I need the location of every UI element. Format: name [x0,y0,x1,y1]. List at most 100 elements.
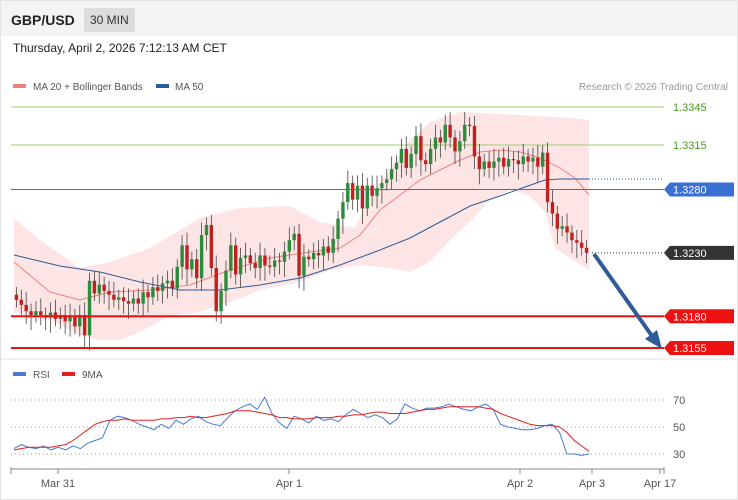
candle-body [565,226,569,233]
candle-body [24,304,28,312]
candle-body [287,240,292,252]
chart-header: GBP/USD 30 MIN [1,1,737,36]
candle-body [156,287,160,291]
x-tick-label: Apr 2 [507,478,533,490]
candle-body [560,226,564,229]
candle-body [394,162,399,170]
candle-body [39,311,43,316]
candle-body [579,242,584,248]
candle-body [385,179,389,184]
candle-body [502,157,506,167]
candle-body [238,257,243,275]
candle-body [497,157,501,162]
candle-body [78,315,82,327]
candle-body [243,255,248,258]
rsi-tick-label: 70 [673,395,685,407]
candle-body [336,218,340,239]
legend-swatch-ma20 [13,84,26,88]
candle-body [482,161,486,170]
candle-body [389,169,394,180]
x-tick-label: Apr 3 [579,478,605,490]
candle-body [428,148,433,165]
candle-body [302,256,306,276]
candle-body [195,259,199,279]
candle-body [458,141,462,152]
candle-body [453,137,457,152]
support-4-tag [664,309,734,324]
legend-label-ma20: MA 20 + Bollinger Bands [33,82,143,93]
candle-body [29,311,33,316]
support-5-tag [664,341,734,355]
legend-label-ma50: MA 50 [175,82,204,93]
candle-body [448,124,452,138]
candle-body [399,148,404,163]
candle-body [409,153,413,168]
rsi-line [13,396,590,456]
bollinger-band [14,112,589,340]
ma20-line [13,149,590,301]
candle-body [82,315,87,336]
legend-label-rsi: RSI [33,370,50,381]
candle-body [141,292,145,304]
candle-body [136,298,140,304]
candle-body [331,238,335,253]
candle-body [541,152,545,167]
candle-body [550,202,555,214]
candle-body [248,255,253,264]
candle-body [575,240,579,243]
candle-body [209,224,214,269]
candle-body [224,270,228,291]
candle-body [545,152,550,203]
candle-body [214,268,218,312]
candle-body [341,202,345,219]
datetime-label: Thursday, April 2, 2026 7:12:13 AM CET [13,41,227,55]
last-price-label: 1.3230 [673,248,707,260]
candle-body [277,260,282,262]
candle-body [311,252,316,260]
candle-body [63,315,67,322]
candle-body [326,246,331,253]
candle-body [258,255,262,269]
candle-body [433,137,438,149]
candle-body [531,157,535,162]
candle-body [160,283,165,291]
candle-body [321,246,326,256]
candle-body [536,157,540,167]
candle-body [370,185,374,196]
candle-body [443,124,447,143]
candle-body [346,183,350,203]
candle-body [292,233,296,241]
candle-body [73,316,77,327]
candle-body [146,292,150,298]
candle-body [521,156,525,165]
candle-body [19,299,24,305]
candle-body [414,136,418,154]
candle-body [219,290,223,312]
candle-body [204,224,209,236]
candle-body [570,232,574,241]
candle-body [112,294,116,300]
candle-body [584,247,589,253]
candle-body [87,280,92,336]
timeframe-badge[interactable]: 30 MIN [84,8,135,32]
resistance-label-1: 1.3315 [673,140,707,152]
candle-body [234,245,238,275]
pivot-label: 1.3280 [673,184,707,196]
ma50-line [13,178,589,291]
candle-body [253,263,257,269]
legend-swatch-ma50 [156,84,169,88]
candle-body [175,266,179,289]
candle-body [375,188,379,196]
candle-body [472,126,477,157]
candle-body [199,235,204,279]
rsi-tick-label: 30 [673,449,685,461]
candle-body [121,297,126,302]
pivot-tag [664,182,734,197]
forecast-arrow-head [645,330,662,349]
candle-body [92,280,97,294]
candle-body [511,159,516,161]
legend-swatch-rsi [13,372,26,376]
last-price-tag [664,245,734,260]
candle-body [126,301,131,304]
